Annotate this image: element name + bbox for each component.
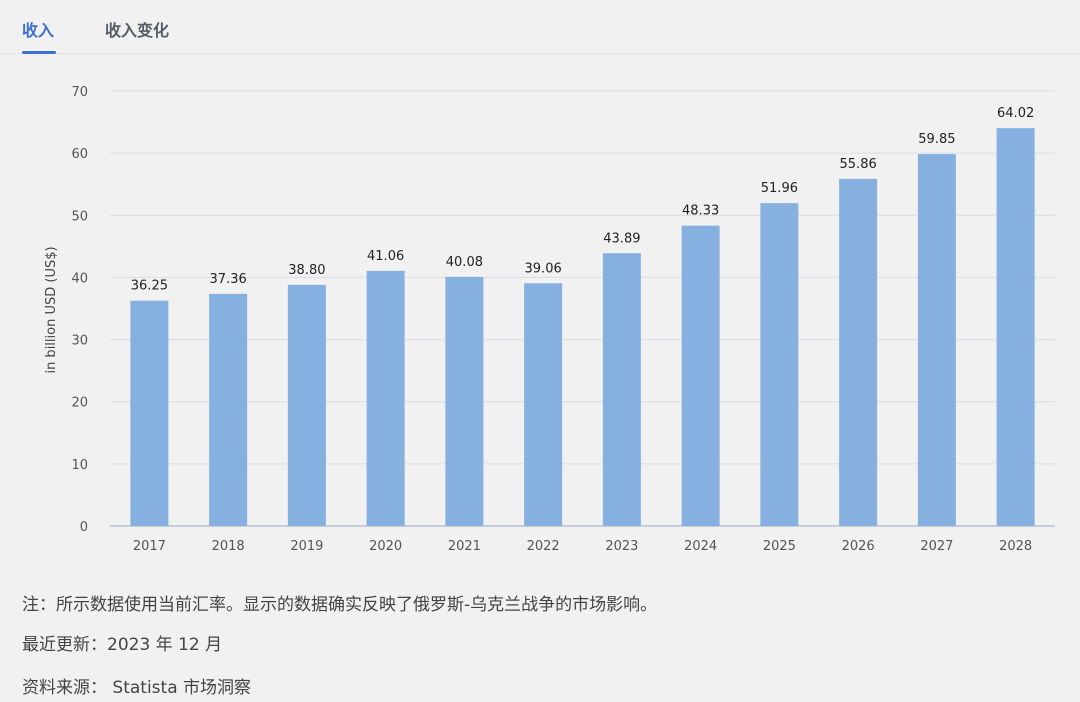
y-tick-label: 10 bbox=[71, 458, 88, 473]
value-label: 41.06 bbox=[367, 249, 404, 264]
grid-lines bbox=[110, 90, 1055, 527]
x-tick-label: 2020 bbox=[369, 539, 402, 554]
value-label: 38.80 bbox=[288, 263, 325, 278]
bar-2027[interactable] bbox=[917, 154, 956, 526]
y-axis-label: in billion USD (US$) bbox=[44, 246, 59, 373]
x-tick-label: 2019 bbox=[290, 539, 323, 554]
x-tick-label: 2018 bbox=[212, 539, 245, 554]
x-tick-label: 2021 bbox=[448, 539, 481, 554]
y-tick-label: 50 bbox=[71, 209, 88, 224]
bar-2023[interactable] bbox=[602, 253, 641, 526]
bar-2021[interactable] bbox=[445, 276, 484, 526]
value-label: 64.02 bbox=[997, 106, 1034, 121]
x-tick-label: 2027 bbox=[920, 539, 953, 554]
value-label: 36.25 bbox=[131, 279, 168, 294]
y-tick-label: 20 bbox=[71, 396, 88, 411]
bar-2019[interactable] bbox=[287, 284, 326, 526]
value-label: 37.36 bbox=[210, 272, 247, 287]
x-tick-label: 2017 bbox=[133, 539, 166, 554]
revenue-bar-chart: 0 10 20 30 40 50 60 70 36.25 37.36 38.80 41.06 40.0… bbox=[44, 85, 1055, 554]
y-tick-label: 60 bbox=[71, 147, 88, 162]
bar-2017[interactable] bbox=[130, 300, 169, 526]
x-tick-label: 2028 bbox=[999, 539, 1032, 554]
bar-2020[interactable] bbox=[366, 270, 405, 526]
value-label: 43.89 bbox=[603, 231, 640, 246]
bar-2026[interactable] bbox=[839, 178, 878, 526]
value-label: 55.86 bbox=[840, 157, 877, 172]
active-tab-indicator bbox=[22, 51, 56, 54]
y-tick-label: 40 bbox=[71, 271, 88, 286]
x-tick-label: 2024 bbox=[684, 539, 717, 554]
value-label: 59.85 bbox=[918, 132, 955, 147]
value-label: 40.08 bbox=[446, 255, 483, 270]
bars bbox=[130, 128, 1035, 526]
x-tick-label: 2023 bbox=[605, 539, 638, 554]
bar-2022[interactable] bbox=[524, 283, 563, 526]
bar-2025[interactable] bbox=[760, 203, 799, 526]
x-tick-label: 2025 bbox=[763, 539, 796, 554]
x-tick-label: 2026 bbox=[842, 539, 875, 554]
tab-revenue[interactable]: 收入 bbox=[22, 21, 55, 40]
value-label: 39.06 bbox=[525, 261, 562, 276]
bar-2028[interactable] bbox=[996, 128, 1035, 526]
y-axis-ticks: 0 10 20 30 40 50 60 70 bbox=[71, 85, 88, 535]
value-labels: 36.25 37.36 38.80 41.06 40.08 39.06 43.89 48.33… bbox=[131, 106, 1034, 294]
tab-revenue-change[interactable]: 收入变化 bbox=[105, 21, 170, 40]
last-updated: 最近更新：2023 年 12 月 bbox=[22, 635, 223, 655]
x-axis-ticks: 2017 2018 2019 2020 2021 2022 2023 2024 2025 2026… bbox=[133, 539, 1032, 554]
x-tick-label: 2022 bbox=[527, 539, 560, 554]
bar-2018[interactable] bbox=[209, 293, 248, 526]
tab-bar: 收入 收入变化 bbox=[0, 0, 1080, 54]
value-label: 48.33 bbox=[682, 204, 719, 219]
y-tick-label: 0 bbox=[80, 520, 88, 535]
bar-2024[interactable] bbox=[681, 225, 720, 526]
y-tick-label: 30 bbox=[71, 334, 88, 349]
data-source: 资料来源： Statista 市场洞察 bbox=[22, 678, 252, 698]
value-label: 51.96 bbox=[761, 181, 798, 196]
chart-note: 注：所示数据使用当前汇率。显示的数据确实反映了俄罗斯-乌克兰战争的市场影响。 bbox=[22, 595, 658, 615]
y-tick-label: 70 bbox=[71, 85, 88, 100]
